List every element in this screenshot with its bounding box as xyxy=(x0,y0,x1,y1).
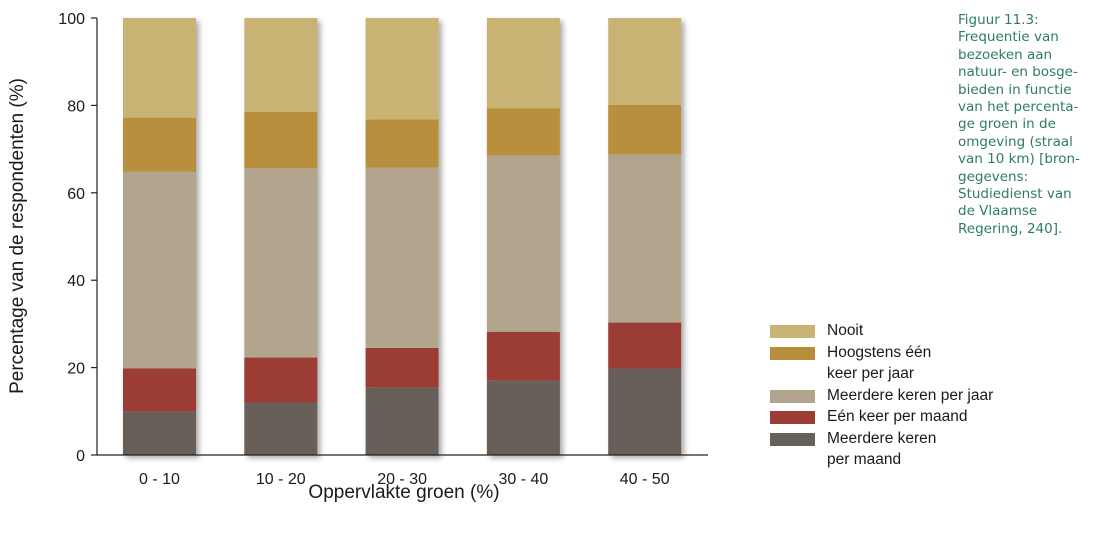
legend-item-een-keer-per-maand: Eén keer per maand xyxy=(770,406,1100,428)
bars-layer xyxy=(123,18,682,455)
legend-swatch xyxy=(770,411,815,424)
legend-label: Meerdere keren per jaar xyxy=(827,386,994,404)
legend-item-meerdere-keren-per-jaar: Meerdere keren per jaar xyxy=(770,385,1100,407)
bar-segment-een-keer-per-maand xyxy=(244,357,318,403)
legend-label: Meerdere keren per maand xyxy=(827,429,937,469)
x-tick-label: 0 - 10 xyxy=(139,471,180,488)
legend-label: Eén keer per maand xyxy=(827,408,968,425)
y-tick-label: 0 xyxy=(76,448,85,465)
bar-stack-0-10 xyxy=(123,18,196,455)
bar-segment-meerdere-keren-per-jaar xyxy=(123,171,196,369)
bar-segment-meerdere-keren-per-maand xyxy=(486,380,560,455)
bar-segment-een-keer-per-maand xyxy=(486,331,560,381)
legend-swatch xyxy=(770,346,815,360)
bar-segment-meerdere-keren-per-jaar xyxy=(608,154,682,323)
bar-stack-30-40 xyxy=(486,18,560,455)
bar-segment-nooit xyxy=(365,18,439,120)
bar-segment-meerdere-keren-per-maand xyxy=(123,411,196,455)
x-tick-label: 20 - 30 xyxy=(377,471,427,488)
bar-segment-nooit xyxy=(486,18,560,109)
legend-label: Hoogstens één keer per jaar xyxy=(827,343,932,383)
y-tick-label: 40 xyxy=(67,273,85,290)
x-axis-title: Oppervlakte groen (%) xyxy=(308,482,499,503)
x-tick-label: 10 - 20 xyxy=(256,471,306,488)
bar-segment-hoogstens-een-keer-per-jaar xyxy=(486,108,560,156)
bar-stack-40-50 xyxy=(608,18,682,455)
legend: Nooit Hoogstens één keer per jaar Meerde… xyxy=(770,320,1100,471)
axes-layer: 0 20 40 60 80 100 0 - 10 10 - 20 20 - 30 30 - 40 4… xyxy=(58,11,708,488)
bar-segment-nooit xyxy=(244,18,318,112)
legend-swatch xyxy=(770,325,815,338)
legend-label: Nooit xyxy=(827,322,864,339)
y-axis-title: Percentage van de respondenten (%) xyxy=(7,78,28,394)
y-tick-label: 20 xyxy=(67,361,85,378)
figure-caption: Figuur 11.3: Frequentie van bezoeken aan… xyxy=(958,12,1080,237)
bar-segment-hoogstens-een-keer-per-jaar xyxy=(365,119,439,168)
bar-segment-hoogstens-een-keer-per-jaar xyxy=(608,104,682,155)
legend-item-meerdere-keren-per-maand: Meerdere keren per maand xyxy=(770,428,1100,471)
bar-segment-meerdere-keren-per-maand xyxy=(608,368,682,455)
legend-item-hoogstens-een-keer-per-jaar: Hoogstens één keer per jaar xyxy=(770,342,1100,385)
bar-segment-nooit xyxy=(608,18,682,105)
legend-item-nooit: Nooit xyxy=(770,320,1100,342)
bar-segment-meerdere-keren-per-jaar xyxy=(486,155,560,332)
legend-swatch xyxy=(770,432,815,446)
bar-segment-meerdere-keren-per-jaar xyxy=(365,167,439,348)
bar-segment-hoogstens-een-keer-per-jaar xyxy=(123,117,196,172)
bar-segment-meerdere-keren-per-maand xyxy=(365,387,439,455)
bar-segment-nooit xyxy=(123,18,196,118)
y-tick-label: 80 xyxy=(67,98,85,115)
bar-segment-een-keer-per-maand xyxy=(608,322,682,369)
x-tick-label: 40 - 50 xyxy=(620,471,670,488)
bar-segment-een-keer-per-maand xyxy=(123,368,196,412)
x-tick-label: 30 - 40 xyxy=(498,471,548,488)
bar-segment-een-keer-per-maand xyxy=(365,347,439,388)
bar-segment-hoogstens-een-keer-per-jaar xyxy=(244,111,318,169)
y-tick-label: 100 xyxy=(58,11,85,28)
bar-stack-10-20 xyxy=(244,18,318,455)
bar-segment-meerdere-keren-per-maand xyxy=(244,402,318,455)
bar-stack-20-30 xyxy=(365,18,439,455)
bar-segment-meerdere-keren-per-jaar xyxy=(244,168,318,358)
y-tick-label: 60 xyxy=(67,186,85,203)
legend-swatch xyxy=(770,389,815,403)
